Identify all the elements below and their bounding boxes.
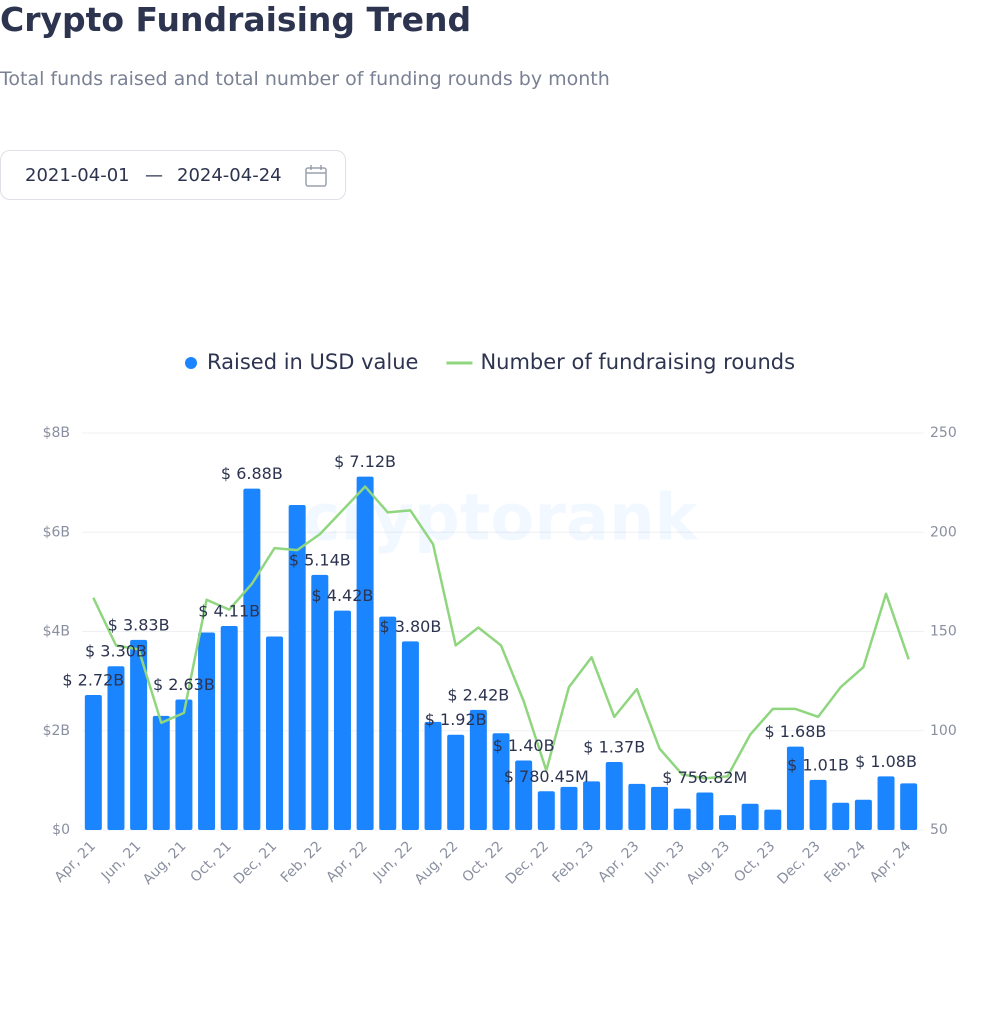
bar — [696, 792, 714, 830]
x-tick-label: Oct, 23 — [731, 838, 778, 885]
page-title: Crypto Fundraising Trend — [0, 0, 472, 39]
data-label: $ 7.12B — [334, 452, 396, 471]
x-tick-label: Aug, 22 — [412, 838, 462, 888]
x-tick-label: Apr, 21 — [52, 838, 99, 885]
chart: $0$2B$4B$6B$8B50100150200250cryptorankRa… — [43, 350, 957, 888]
x-tick-label: Jun, 21 — [98, 838, 144, 884]
data-label: $ 3.83B — [108, 615, 170, 634]
x-tick-label: Jun, 22 — [370, 838, 416, 884]
legend-label: Number of fundraising rounds — [480, 350, 795, 374]
x-tick-label: Jun, 23 — [641, 838, 687, 884]
y2-tick-label: 250 — [930, 425, 957, 441]
bar — [537, 791, 555, 830]
y2-tick-label: 50 — [930, 822, 948, 838]
data-label: $ 3.30B — [85, 642, 147, 661]
data-label: $ 6.88B — [221, 464, 283, 483]
y2-tick-label: 150 — [930, 624, 957, 640]
bar — [605, 762, 623, 830]
bar — [198, 632, 216, 830]
data-label: $ 1.37B — [583, 738, 645, 757]
bar — [741, 803, 759, 830]
x-tick-label: Feb, 23 — [550, 838, 598, 886]
bar — [288, 504, 306, 830]
data-label: $ 1.08B — [855, 752, 917, 771]
y-tick-label: $6B — [43, 524, 70, 540]
x-tick-label: Feb, 24 — [821, 838, 869, 886]
page-subtitle: Total funds raised and total number of f… — [0, 68, 610, 90]
data-label: $ 5.14B — [289, 550, 351, 569]
bar — [333, 610, 351, 830]
calendar-icon[interactable] — [304, 164, 328, 188]
bar — [673, 808, 691, 830]
data-label: $ 780.45M — [504, 767, 589, 786]
data-label: $ 4.42B — [312, 586, 374, 605]
bar — [651, 786, 669, 830]
x-tick-label: Aug, 21 — [140, 838, 190, 888]
data-label: $ 1.68B — [764, 722, 826, 741]
data-label: $ 2.72B — [62, 671, 124, 690]
data-label: $ 1.01B — [787, 755, 849, 774]
x-tick-label: Apr, 24 — [867, 838, 914, 885]
bar — [84, 695, 102, 830]
bar — [832, 802, 850, 830]
bar — [469, 709, 487, 830]
date-end: 2024-04-24 — [177, 165, 282, 186]
bar — [243, 488, 261, 830]
x-tick-label: Dec, 21 — [231, 838, 280, 887]
x-tick-label: Feb, 22 — [278, 838, 326, 886]
date-separator: — — [145, 165, 163, 186]
data-label: $ 1.40B — [493, 736, 555, 755]
data-label: $ 2.63B — [153, 675, 215, 694]
bar — [786, 746, 804, 830]
y-tick-label: $8B — [43, 425, 70, 441]
date-start: 2021-04-01 — [25, 165, 130, 186]
bar — [560, 786, 578, 830]
bar — [809, 779, 827, 830]
bar — [718, 815, 736, 830]
bar — [220, 626, 238, 830]
bar — [401, 641, 419, 830]
bar — [266, 636, 284, 830]
bar — [152, 715, 170, 830]
y-tick-label: $2B — [43, 723, 70, 739]
bar — [877, 776, 895, 830]
line — [92, 485, 910, 780]
y2-tick-label: 100 — [930, 723, 957, 739]
bar — [424, 721, 442, 830]
legend-marker — [185, 357, 197, 369]
x-tick-label: Dec, 23 — [774, 838, 823, 887]
x-tick-label: Apr, 23 — [595, 838, 642, 885]
bar — [764, 809, 782, 830]
bar — [628, 783, 646, 830]
data-label: $ 3.80B — [379, 617, 441, 636]
bar — [900, 783, 918, 830]
bar — [447, 734, 465, 830]
data-label: $ 756.82M — [662, 768, 747, 787]
bar — [583, 781, 601, 830]
x-tick-label: Oct, 21 — [188, 838, 235, 885]
bar — [130, 639, 148, 830]
bar — [356, 476, 374, 830]
bar — [854, 799, 872, 830]
x-tick-label: Apr, 22 — [323, 838, 370, 885]
legend-label: Raised in USD value — [207, 350, 418, 374]
x-tick-label: Aug, 23 — [684, 838, 734, 888]
bar — [107, 666, 125, 830]
bar — [379, 616, 397, 830]
bar — [492, 733, 510, 830]
data-label: $ 4.11B — [198, 602, 260, 621]
y-tick-label: $0 — [52, 822, 70, 838]
x-tick-label: Oct, 22 — [459, 838, 506, 885]
bar — [515, 760, 533, 830]
y-tick-label: $4B — [43, 624, 70, 640]
bar — [311, 574, 329, 830]
y2-tick-label: 200 — [930, 524, 957, 540]
bar — [175, 699, 193, 830]
date-picker[interactable]: 2021-04-01 — 2024-04-24 — [0, 150, 346, 200]
data-label: $ 2.42B — [447, 685, 509, 704]
data-label: $ 1.92B — [425, 710, 487, 729]
x-tick-label: Dec, 22 — [503, 838, 552, 887]
